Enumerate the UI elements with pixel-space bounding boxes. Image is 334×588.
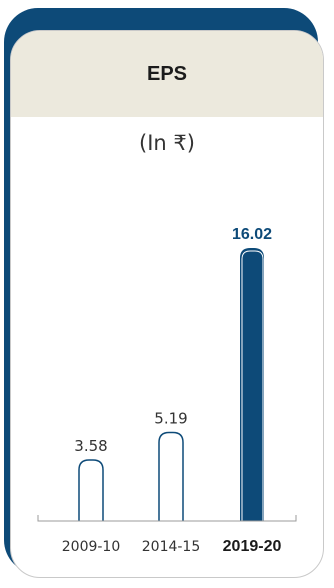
eps-card: EPS (In ₹): [10, 30, 324, 578]
category-label: 2014-15: [142, 539, 201, 555]
value-label: 16.02: [232, 226, 272, 243]
bar-2009-10: [78, 459, 104, 521]
value-label: 5.19: [154, 410, 187, 428]
bar-highlight-stroke: [241, 250, 264, 521]
card-title: EPS: [146, 62, 188, 85]
card-header: EPS: [11, 31, 323, 117]
x-axis-line: [37, 515, 297, 522]
value-label: 3.58: [74, 437, 107, 455]
bar-2014-15: [158, 431, 184, 521]
bar-2019-20: [240, 248, 264, 521]
category-label: 2019-20: [223, 538, 282, 555]
category-label: 2009-10: [62, 539, 121, 555]
unit-label: (In ₹): [139, 131, 195, 155]
